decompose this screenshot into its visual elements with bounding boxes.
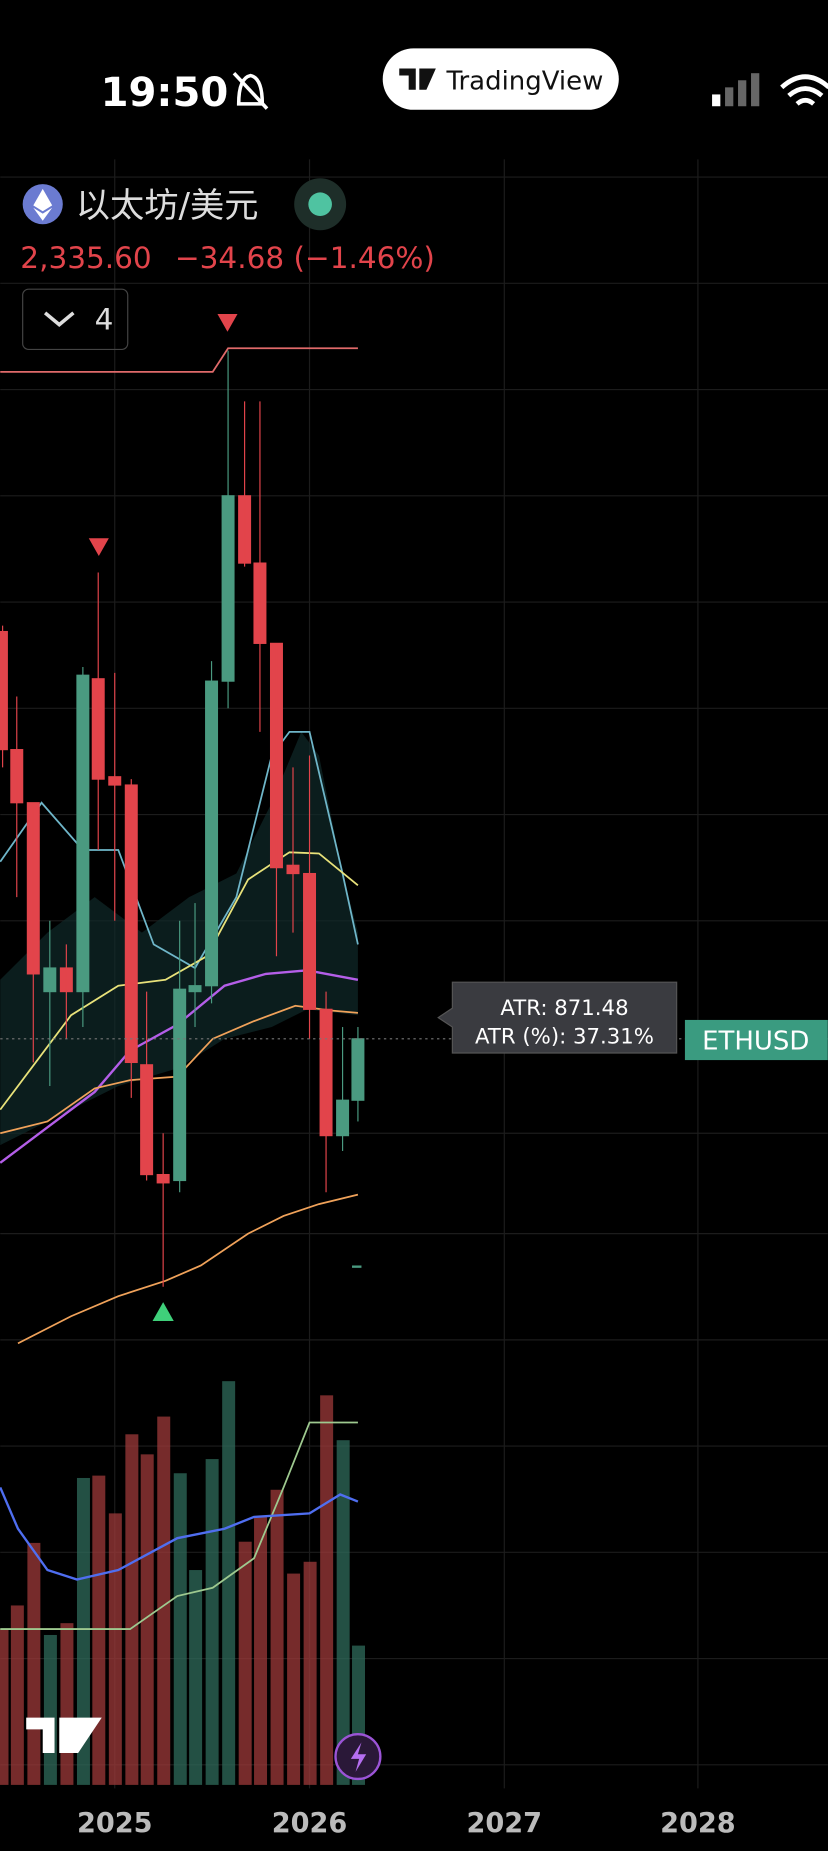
candles bbox=[0, 350, 365, 1287]
x-label: 2026 bbox=[272, 1808, 348, 1839]
ma-long bbox=[17, 1193, 359, 1345]
tv-logo bbox=[399, 68, 436, 90]
indicator-toggle[interactable] bbox=[22, 288, 129, 351]
symbol: 以太坊/美元 bbox=[76, 186, 259, 226]
price-change: −34.68 (−1.46%) bbox=[175, 241, 435, 275]
x-label: 2025 bbox=[77, 1808, 153, 1839]
buy-marker bbox=[152, 1302, 174, 1321]
resistance bbox=[0, 347, 358, 373]
wifi bbox=[780, 74, 828, 106]
atr-value: ATR: 871.48 bbox=[500, 996, 628, 1021]
eth-glyph bbox=[33, 188, 53, 221]
x-label: 2028 bbox=[660, 1808, 736, 1839]
price-tag bbox=[684, 1019, 828, 1061]
atr-tooltip bbox=[437, 981, 678, 1054]
price-tag-label: ETHUSD bbox=[702, 1026, 809, 1056]
status-dot bbox=[308, 192, 332, 217]
volume bbox=[0, 1381, 366, 1785]
price: 2,335.60 bbox=[20, 241, 151, 275]
grid bbox=[0, 159, 828, 1789]
clock: 19:50 bbox=[101, 70, 229, 116]
vol-ma-green bbox=[0, 1421, 358, 1630]
x-label: 2027 bbox=[467, 1808, 543, 1839]
atr-percent: ATR (%): 37.31% bbox=[475, 1025, 654, 1050]
app-name: TradingView bbox=[445, 67, 603, 97]
signal bbox=[712, 73, 760, 107]
indicator-count: 4 bbox=[95, 302, 114, 336]
lightning-icon bbox=[350, 1742, 367, 1772]
app-pill[interactable] bbox=[382, 48, 619, 110]
chevron bbox=[43, 311, 75, 327]
tv-watermark bbox=[26, 1717, 102, 1754]
mute-icon bbox=[232, 71, 269, 110]
vol-ma-blue bbox=[0, 1486, 359, 1581]
